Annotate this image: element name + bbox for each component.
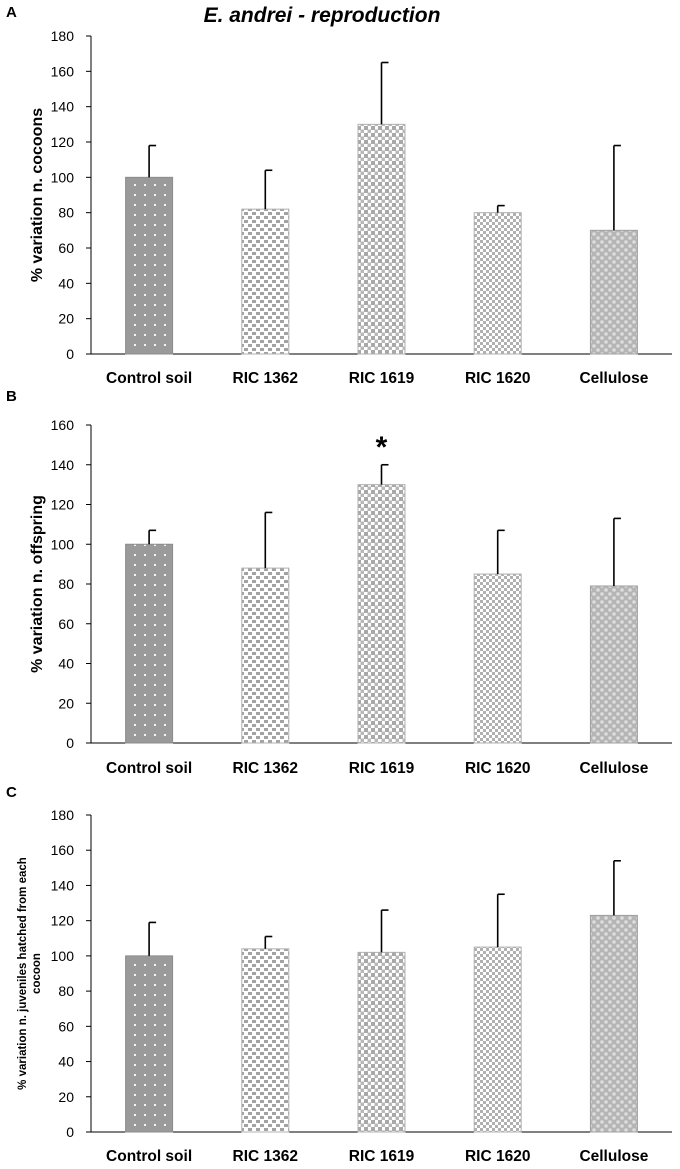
panel-a: A 0 20 40 60 80 100 120 140 160 180 % variation n. …: [6, 4, 672, 387]
bar: [589, 914, 638, 1133]
y-tick-label: 140: [51, 99, 75, 115]
y-axis-label: % variation n. cocoons: [29, 108, 46, 282]
y-tick-label: 0: [66, 735, 74, 751]
y-tick-label: 120: [51, 134, 75, 150]
x-tick-label: Cellulose: [579, 760, 648, 777]
y-tick-label: 80: [58, 205, 74, 221]
bar: [589, 229, 638, 355]
bar: [357, 484, 406, 744]
y-tick-label: 140: [51, 457, 75, 473]
y-tick-label: 80: [58, 576, 74, 592]
y-tick-label: 100: [51, 169, 75, 185]
bar: [125, 176, 174, 355]
bar: [241, 567, 290, 744]
y-tick-label: 100: [51, 536, 75, 552]
y-tick-label: 100: [51, 948, 75, 964]
y-tick-label: 40: [58, 656, 74, 672]
bar: [125, 955, 174, 1133]
bar: [357, 123, 406, 355]
panel-letter: C: [6, 784, 17, 801]
y-tick-label: 120: [51, 497, 75, 513]
y-tick-label: 0: [66, 1124, 74, 1140]
x-tick-label: Control soil: [106, 760, 192, 777]
y-axis-label: % variation n. offspring: [29, 495, 46, 673]
y-tick-label: 40: [58, 275, 74, 291]
y-tick-label: 120: [51, 913, 75, 929]
x-tick-label: RIC 1620: [465, 1148, 530, 1164]
y-tick-label: 80: [58, 983, 74, 999]
x-tick-label: Cellulose: [579, 370, 648, 387]
y-tick-label: 60: [58, 616, 74, 632]
x-tick-label: RIC 1619: [349, 1148, 415, 1164]
x-tick-label: RIC 1362: [233, 760, 298, 777]
panel-letter: B: [6, 388, 17, 405]
y-tick-label: 60: [58, 240, 74, 256]
y-tick-label: 160: [51, 417, 75, 433]
y-axis-label-line: % variation n. juveniles hatched from ea…: [17, 857, 29, 1090]
bar: [473, 212, 522, 355]
x-tick-label: Cellulose: [579, 1148, 648, 1164]
y-tick-label: 180: [51, 28, 75, 44]
bar: [357, 951, 406, 1133]
x-tick-label: RIC 1620: [465, 760, 530, 777]
bar: [473, 946, 522, 1133]
y-tick-label: 20: [58, 1089, 74, 1105]
y-tick-label: 40: [58, 1054, 74, 1070]
bar: [473, 573, 522, 744]
bar: [589, 585, 638, 744]
x-tick-label: RIC 1362: [233, 1148, 298, 1164]
x-tick-label: RIC 1620: [465, 370, 530, 387]
bar: [241, 208, 290, 355]
y-tick-label: 0: [66, 346, 74, 362]
y-tick-label: 20: [58, 311, 74, 327]
x-tick-label: RIC 1619: [349, 760, 415, 777]
panel-c: C 0 20 40 60 80 100 120 140 160 180 % variation n. …: [6, 784, 672, 1165]
y-tick-label: 20: [58, 695, 74, 711]
panel-b: B 0 20 40 60 80 100 120 140 160 % variation n. off…: [6, 388, 672, 777]
y-tick-label: 60: [58, 1018, 74, 1034]
y-tick-label: 180: [51, 807, 75, 823]
x-tick-label: Control soil: [106, 370, 192, 387]
y-tick-label: 140: [51, 877, 75, 893]
figure-title: E. andrei - reproduction: [204, 4, 441, 27]
y-tick-label: 160: [51, 63, 75, 79]
x-tick-label: Control soil: [106, 1148, 192, 1164]
x-tick-label: RIC 1619: [349, 370, 415, 387]
y-axis-label-line: cocoon: [31, 953, 43, 994]
y-tick-label: 160: [51, 842, 75, 858]
bar: [241, 948, 290, 1133]
panel-letter: A: [6, 4, 17, 21]
bar: [125, 543, 174, 744]
significance-marker: *: [376, 431, 388, 464]
x-tick-label: RIC 1362: [233, 370, 298, 387]
